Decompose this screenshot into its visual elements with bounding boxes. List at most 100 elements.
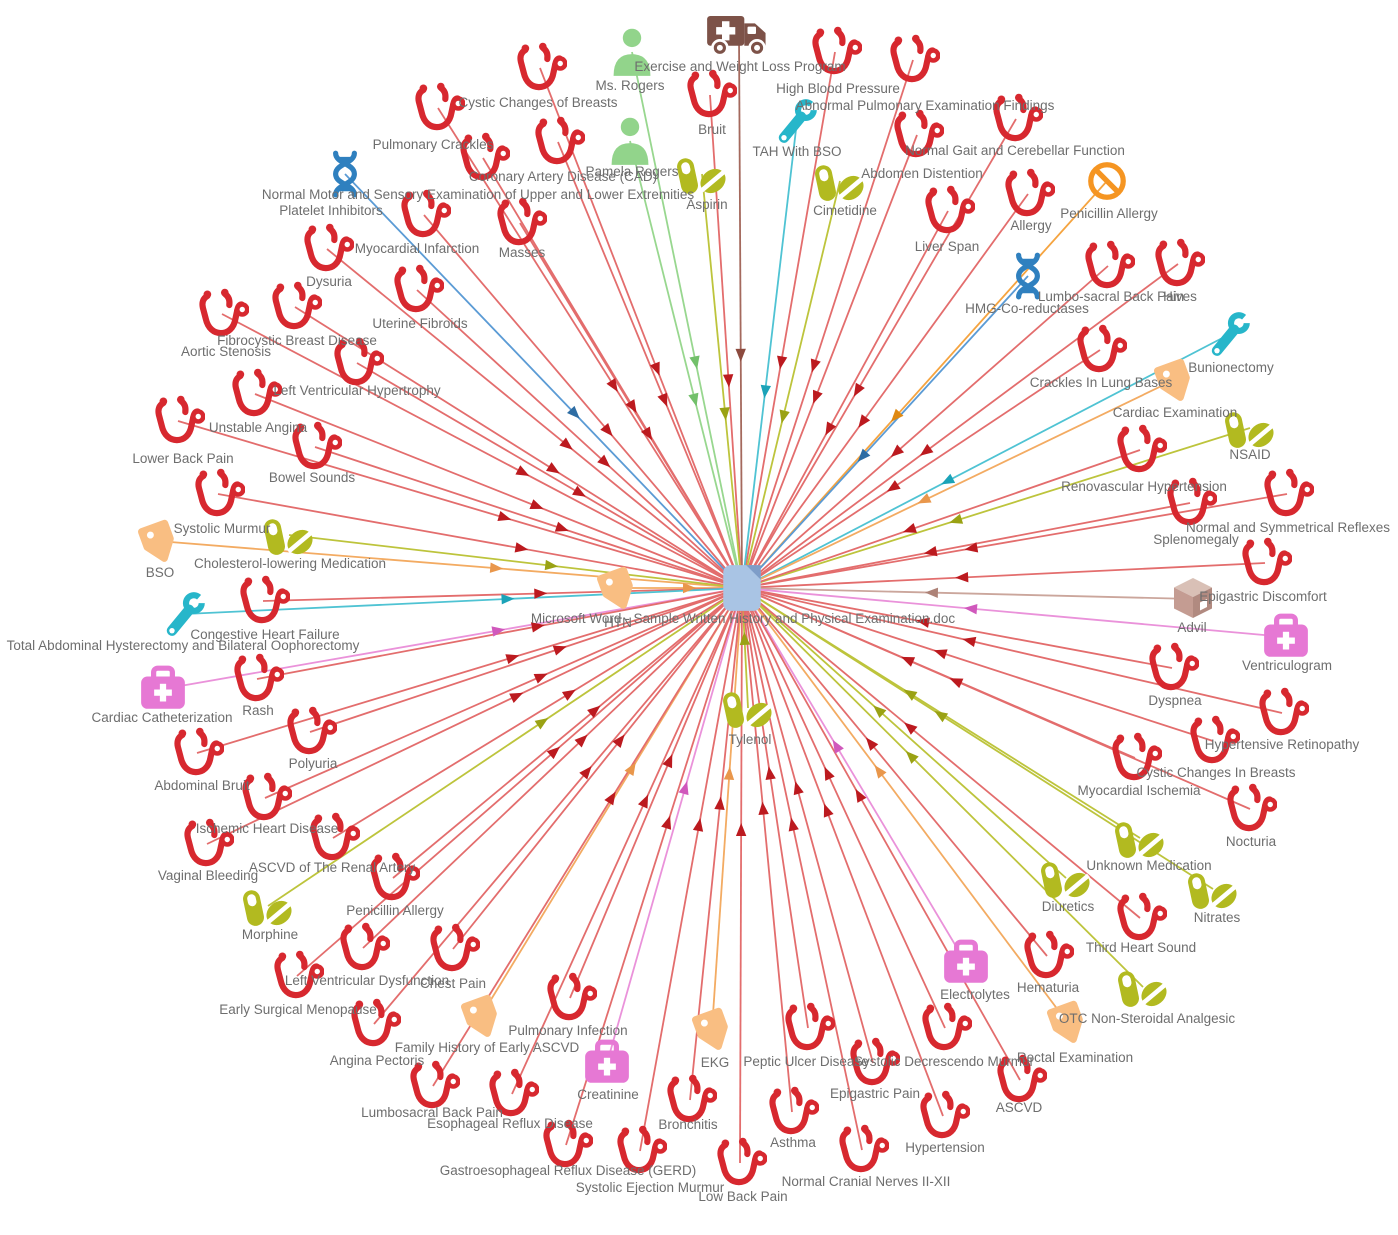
edge-arrowhead [649,361,660,376]
edge-arrowhead [640,426,653,441]
node-label: Abnormal Pulmonary Examination Findings [796,98,1055,113]
edge-arrowhead [777,355,788,370]
node-lower-back-pain stethoscope-icon[interactable] [158,396,205,440]
node-label: Lumbosacral Back Pain [361,1105,503,1120]
node-label: Normal and Symmetrical Reflexes [1186,520,1390,535]
node-tylenol pills-icon[interactable] [721,690,777,733]
node-bronchitis stethoscope-icon[interactable] [670,1075,717,1119]
node-peptic-ulcer-disease stethoscope-icon[interactable] [788,1003,835,1047]
edge-arrowhead [497,511,512,522]
edge-arrowhead [533,673,548,684]
graph-edge [294,306,743,589]
node-allergy stethoscope-icon[interactable] [1008,169,1055,213]
node-label: Congestive Heart Failure [190,627,339,642]
graph-edge [629,140,743,589]
edge-arrowhead [501,594,515,605]
edge-arrowhead [832,739,844,754]
node-hypertension stethoscope-icon[interactable] [923,1091,970,1135]
node-label: Cystic Changes In Breasts [1136,765,1295,780]
node-family-history-of-early-ascvd tag-icon[interactable] [465,998,499,1037]
graph-edge [741,275,1029,589]
graph-edge [256,587,743,680]
node-label: Advil [1177,620,1206,635]
graph-edge [741,427,1251,589]
edge-arrowhead [825,421,837,436]
graph-edge [741,134,918,589]
node-label: Liver Span [915,239,980,254]
node-label: Chest Pain [420,976,486,991]
node-lumbo-sacral-back-pain stethoscope-icon[interactable] [1088,241,1135,285]
node-cardiac-catheterization first-aid-kit-icon[interactable] [141,668,185,709]
node-label: High Blood Pressure [776,81,900,96]
labels-layer: Ms. Rogers Exercise and Weight Loss Progr… [7,59,1391,1204]
graph-edge [267,587,743,907]
center-node document-icon[interactable] [723,565,761,611]
node-penicillin-allergy no-entry-icon[interactable] [1091,165,1123,197]
node-label: Penicillin Allergy [1060,206,1158,221]
node-exercise-and-weight-loss-program ambulance-icon[interactable] [705,14,767,57]
node-label: Uterine Fibroids [372,316,468,331]
node-systolic-decrescendo-murmur stethoscope-icon[interactable] [925,1003,972,1047]
edge-arrowhead [934,710,949,723]
graph-edge [741,193,1029,589]
node-epigastric-discomfort stethoscope-icon[interactable] [1245,538,1292,582]
node-label: Cardiac Catheterization [91,710,232,725]
node-ischemic-heart-disease stethoscope-icon[interactable] [245,773,292,817]
node-rash stethoscope-icon[interactable] [237,654,284,698]
graph-edge [741,587,1283,714]
node-liver-span stethoscope-icon[interactable] [928,186,975,230]
node-label: Creatinine [577,1087,639,1102]
node-htn tag-icon[interactable] [601,570,635,609]
node-label: Low Back Pain [698,1189,787,1204]
node-bruit stethoscope-icon[interactable] [690,70,737,114]
node-hives stethoscope-icon[interactable] [1158,239,1205,283]
node-normal-cranial-nerves-ii-xii stethoscope-icon[interactable] [842,1125,889,1169]
node-creatinine first-aid-kit-icon[interactable] [585,1042,629,1083]
node-masses stethoscope-icon[interactable] [500,198,547,242]
graph-edge [639,587,743,1152]
node-nocturia stethoscope-icon[interactable] [1230,784,1277,828]
node-nitrates pills-icon[interactable] [1186,871,1242,914]
node-abdominal-bruit stethoscope-icon[interactable] [177,728,224,772]
graph-edge [741,587,1251,810]
node-dysuria stethoscope-icon[interactable] [307,224,354,268]
node-ekg tag-icon[interactable] [696,1011,730,1050]
node-abnormal-pulmonary-examination-findings stethoscope-icon[interactable] [893,35,940,79]
node-normal-motor-and-sensory-examination-of-upper-and-lower-extremities stethoscope-icon[interactable] [538,117,585,161]
edge-arrowhead [692,818,704,832]
node-electrolytes first-aid-kit-icon[interactable] [944,942,988,983]
edge-arrowhead [901,656,916,667]
node-bso tag-icon[interactable] [142,523,176,562]
node-hematuria stethoscope-icon[interactable] [1027,931,1074,975]
node-aortic-stenosis stethoscope-icon[interactable] [202,289,249,333]
graph-edge [314,446,743,589]
node-label: Myocardial Infarction [355,241,480,256]
edge-arrowhead [688,392,699,407]
node-bunionectomy wrench-icon[interactable] [1214,305,1255,354]
node-third-heart-sound stethoscope-icon[interactable] [1120,893,1167,937]
node-asthma stethoscope-icon[interactable] [772,1087,819,1131]
node-renovascular-hypertension stethoscope-icon[interactable] [1120,425,1167,469]
node-label: Hives [1163,289,1197,304]
node-normal-and-symmetrical-reflexes stethoscope-icon[interactable] [1267,469,1314,513]
node-congestive-heart-failure stethoscope-icon[interactable] [243,576,290,620]
node-otc-non-steroidal-analgesic pills-icon[interactable] [1116,969,1172,1012]
node-label: Family History of Early ASCVD [395,1040,580,1055]
edge-arrowhead [949,513,964,524]
edge-arrowhead [723,766,735,781]
graph-edge [206,587,743,845]
node-ventriculogram first-aid-kit-icon[interactable] [1264,616,1308,657]
node-low-back-pain stethoscope-icon[interactable] [720,1138,767,1182]
node-label: Bowel Sounds [269,470,356,485]
edge-arrowhead [779,409,790,424]
node-label: Abdomen Distention [861,166,983,181]
graph-edge [309,587,743,733]
graph-edge [326,248,743,589]
node-morphine pills-icon[interactable] [241,888,297,931]
node-systolic-murmur stethoscope-icon[interactable] [198,469,245,513]
node-crackles-in-lung-bases stethoscope-icon[interactable] [1080,325,1127,369]
edge-arrowhead [886,480,901,492]
edge-arrowhead [606,378,618,392]
